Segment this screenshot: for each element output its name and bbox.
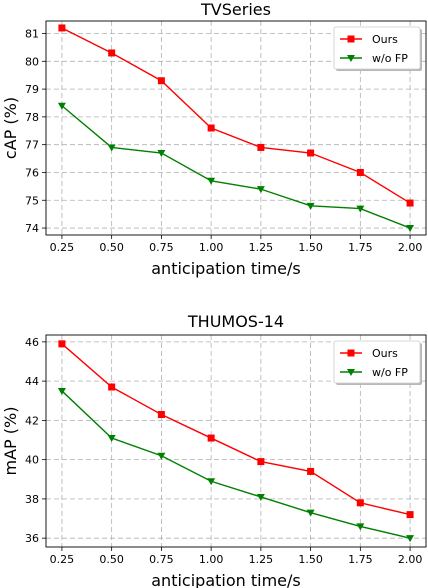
data-point xyxy=(356,168,364,176)
y-tick-label: 80 xyxy=(25,55,39,68)
data-point xyxy=(356,499,364,507)
x-tick-label: 1.00 xyxy=(199,241,224,254)
y-tick-label: 38 xyxy=(25,493,39,506)
data-point xyxy=(157,452,166,460)
x-tick-label: 0.25 xyxy=(50,241,75,254)
data-point xyxy=(58,340,66,348)
x-tick-label: 2.00 xyxy=(398,553,423,566)
x-tick-label: 1.75 xyxy=(348,241,373,254)
y-tick-label: 77 xyxy=(25,139,39,152)
data-point xyxy=(406,199,414,207)
y-axis-label: mAP (%) xyxy=(1,407,20,476)
data-point xyxy=(157,150,166,158)
y-tick-label: 74 xyxy=(25,222,39,235)
x-axis-label: anticipation time/s xyxy=(151,571,300,588)
legend-label: Ours xyxy=(372,33,398,46)
data-point xyxy=(256,493,265,501)
data-point xyxy=(157,77,165,85)
y-tick-label: 76 xyxy=(25,166,39,179)
legend: Ours w/o FP xyxy=(333,26,422,71)
data-point xyxy=(257,143,265,151)
chart-0: 0.25 0.50 0.75 1.00 1.25 1.50 1.75 2.00 74 75 76 77… xyxy=(1,0,427,278)
plot-frame xyxy=(45,334,427,548)
y-tick-label: 81 xyxy=(25,28,39,41)
data-point xyxy=(306,202,315,210)
data-point xyxy=(257,458,265,466)
data-point xyxy=(157,411,165,418)
series-0 xyxy=(58,340,414,519)
data-point xyxy=(256,186,265,194)
data-point xyxy=(107,435,116,443)
x-tick-label: 1.25 xyxy=(249,241,274,254)
legend: Ours w/o FP xyxy=(333,340,422,385)
data-point xyxy=(57,102,66,110)
data-point xyxy=(108,49,116,57)
data-point xyxy=(207,124,215,132)
data-point xyxy=(406,511,414,519)
data-point xyxy=(107,144,116,152)
y-axis-label: cAP (%) xyxy=(1,97,20,159)
data-point xyxy=(356,205,365,213)
chart-1: 0.25 0.50 0.75 1.00 1.25 1.50 1.75 2.00 36 38 40 42… xyxy=(1,312,427,588)
data-point xyxy=(306,509,315,517)
chart-title: TVSeries xyxy=(200,0,271,19)
data-point xyxy=(57,387,66,395)
data-point xyxy=(406,225,415,233)
legend-marker xyxy=(347,349,355,357)
chart-title: THUMOS-14 xyxy=(187,312,284,331)
y-tick-label: 46 xyxy=(25,336,39,349)
x-tick-label: 0.75 xyxy=(149,553,174,566)
series-1 xyxy=(57,387,415,543)
legend-marker xyxy=(347,369,355,376)
data-point xyxy=(207,177,216,185)
legend-marker xyxy=(347,55,355,62)
series-line xyxy=(61,343,411,516)
data-point xyxy=(58,24,66,32)
x-tick-label: 1.00 xyxy=(199,553,224,566)
series-line xyxy=(61,390,411,539)
x-tick-label: 1.25 xyxy=(249,553,274,566)
x-tick-label: 1.50 xyxy=(298,553,323,566)
data-point xyxy=(207,434,215,442)
y-tick-label: 42 xyxy=(25,414,39,427)
series-0 xyxy=(58,24,414,207)
legend-label: w/o FP xyxy=(372,366,408,379)
x-tick-label: 0.25 xyxy=(50,553,75,566)
legend-label: w/o FP xyxy=(372,52,408,65)
data-point xyxy=(207,478,216,486)
data-point xyxy=(307,149,315,157)
data-point xyxy=(406,535,415,543)
x-tick-label: 0.50 xyxy=(99,241,124,254)
plot-frame xyxy=(45,20,427,236)
y-tick-label: 40 xyxy=(25,454,39,467)
legend-marker xyxy=(347,35,355,43)
x-tick-label: 2.00 xyxy=(398,241,423,254)
x-tick-label: 1.75 xyxy=(348,553,373,566)
x-tick-label: 0.50 xyxy=(99,553,124,566)
y-tick-label: 36 xyxy=(25,532,39,545)
y-tick-label: 44 xyxy=(25,375,39,388)
data-point xyxy=(356,523,365,531)
series-line xyxy=(61,105,411,229)
x-tick-label: 1.50 xyxy=(298,241,323,254)
data-point xyxy=(307,467,315,475)
x-tick-label: 0.75 xyxy=(149,241,174,254)
y-tick-label: 78 xyxy=(25,111,39,124)
legend-label: Ours xyxy=(372,347,398,360)
series-line xyxy=(61,27,411,204)
data-point xyxy=(108,383,116,391)
series-1 xyxy=(57,102,415,233)
y-tick-label: 79 xyxy=(25,83,39,96)
y-tick-label: 75 xyxy=(25,194,39,207)
x-axis-label: anticipation time/s xyxy=(151,259,300,278)
